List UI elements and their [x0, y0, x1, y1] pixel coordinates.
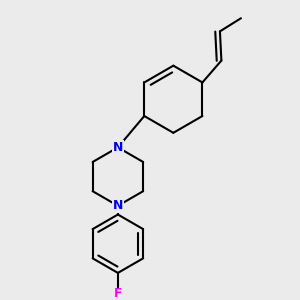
- Text: F: F: [114, 287, 122, 300]
- Text: N: N: [113, 199, 123, 212]
- Text: N: N: [113, 141, 123, 154]
